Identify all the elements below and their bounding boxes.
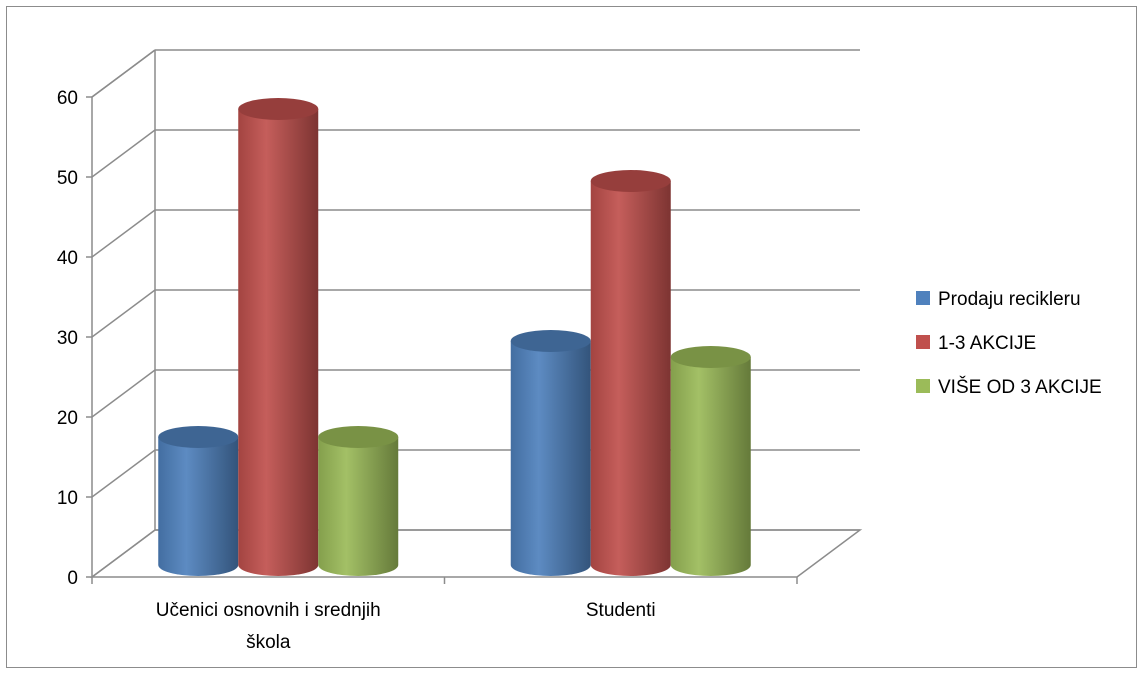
bar-top	[318, 426, 399, 448]
bar-top	[670, 346, 751, 368]
legend-swatch	[916, 379, 930, 393]
bar-body	[238, 109, 319, 576]
bar-top	[238, 98, 319, 120]
y-tick-label: 0	[67, 568, 78, 589]
gridline-side	[91, 49, 156, 98]
bar-body	[590, 181, 671, 576]
gridline-side	[91, 449, 156, 498]
legend-swatch	[916, 291, 930, 305]
bar-body	[670, 357, 751, 576]
y-tick-label: 50	[57, 168, 78, 189]
category-labels: Učenici osnovnih i srednjih škola Studenti	[156, 600, 656, 653]
legend-label: VIŠE OD 3 AKCIJE	[938, 376, 1102, 398]
legend-label: Prodaju recikleru	[938, 289, 1081, 310]
y-tick-label: 40	[57, 248, 78, 269]
x-tick-label: Studenti	[586, 600, 656, 621]
gridline-side	[91, 129, 156, 178]
bar-body	[318, 437, 399, 576]
bar	[158, 426, 239, 576]
x-tick-label: škola	[246, 632, 291, 653]
y-tick-labels: 0 10 20 30 40 50 60	[57, 88, 78, 589]
bars	[158, 98, 751, 576]
gridline-side	[91, 369, 156, 418]
bar-top	[158, 426, 239, 448]
bar-top	[510, 330, 591, 352]
legend-label: 1-3 AKCIJE	[938, 333, 1036, 354]
x-tick-label: Učenici osnovnih i srednjih	[156, 600, 381, 621]
bar	[238, 98, 319, 576]
axes	[86, 50, 798, 584]
legend-swatch	[916, 335, 930, 349]
y-tick-label: 10	[57, 488, 78, 509]
bar	[318, 426, 399, 576]
y-tick-label: 20	[57, 408, 78, 429]
bar-top	[590, 170, 671, 192]
gridline-side	[91, 209, 156, 258]
bar	[590, 170, 671, 576]
y-tick-label: 60	[57, 88, 78, 109]
bar-body	[510, 341, 591, 576]
gridline-side	[91, 289, 156, 338]
bar-body	[158, 437, 239, 576]
bar	[670, 346, 751, 576]
legend: Prodaju recikleru 1-3 AKCIJE VIŠE OD 3 AKC…	[916, 289, 1102, 398]
gridline-side	[91, 529, 156, 578]
y-tick-label: 30	[57, 328, 78, 349]
bar	[510, 330, 591, 576]
